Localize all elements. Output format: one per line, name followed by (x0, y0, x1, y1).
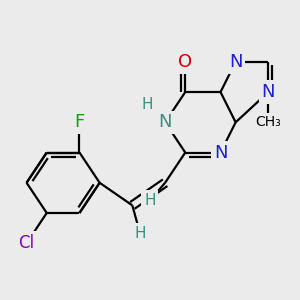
Text: N: N (229, 53, 242, 71)
Text: N: N (158, 113, 172, 131)
Text: O: O (178, 53, 192, 71)
Text: Cl: Cl (19, 234, 34, 252)
Text: CH₃: CH₃ (256, 115, 281, 129)
Text: F: F (74, 113, 85, 131)
Text: H: H (144, 193, 156, 208)
Text: N: N (262, 83, 275, 101)
Text: N: N (214, 143, 227, 161)
Text: H: H (142, 97, 153, 112)
Text: H: H (134, 226, 146, 241)
